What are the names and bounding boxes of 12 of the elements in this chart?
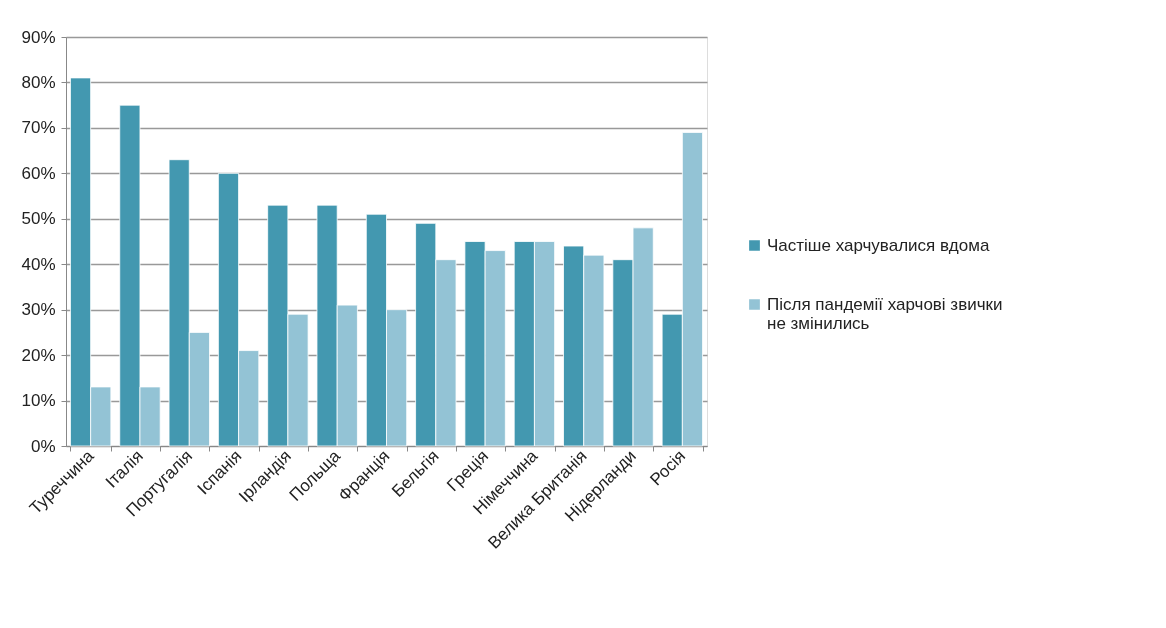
y-tick-label: 40% [21, 254, 56, 274]
y-tick-label: 0% [30, 436, 56, 456]
y-tick-label: 30% [21, 300, 56, 320]
legend-label: Частіше харчувалися вдома [767, 235, 990, 255]
y-tick-label: 70% [21, 118, 56, 138]
y-tick-label: 60% [21, 163, 56, 183]
y-tick-label: 90% [21, 27, 56, 47]
legend-label: Після пандемії харчові звички не змінились [767, 294, 1003, 333]
y-tick-label: 10% [21, 391, 56, 411]
y-tick-label: 50% [21, 209, 56, 229]
y-tick-label: 20% [21, 345, 56, 365]
y-tick-label: 80% [21, 72, 56, 92]
